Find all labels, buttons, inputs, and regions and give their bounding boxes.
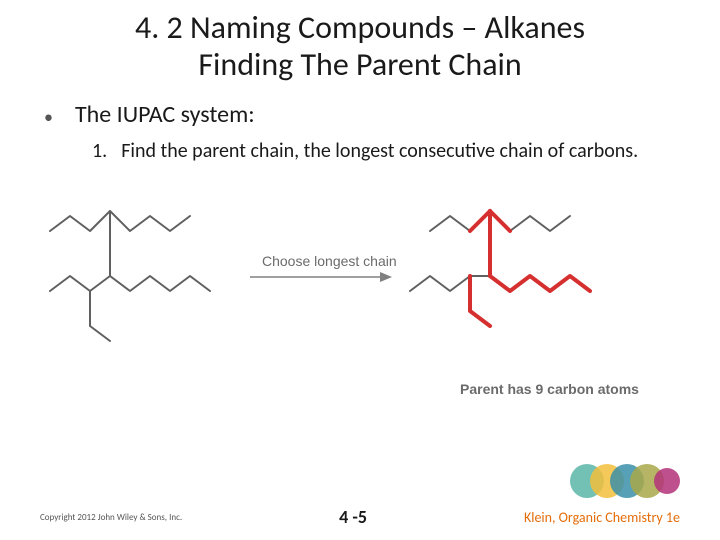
bullet-dot-icon: •: [44, 106, 53, 128]
publisher-logo: [570, 456, 680, 504]
footer: Copyright 2012 John Wiley & Sons, Inc. 4…: [0, 506, 720, 528]
slide-title: 4. 2 Naming Compounds – Alkanes Finding …: [40, 10, 680, 84]
step-number: 1.: [92, 139, 107, 163]
book-title: Klein, Organic Chemistry 1e: [524, 509, 680, 526]
diagram-caption: Parent has 9 carbon atoms: [460, 381, 639, 397]
bullet-text: The IUPAC system:: [75, 100, 255, 129]
bullet-row: • The IUPAC system:: [40, 100, 680, 129]
copyright-text: Copyright 2012 John Wiley & Sons, Inc.: [40, 512, 182, 523]
numbered-step: 1. Find the parent chain, the longest co…: [40, 139, 680, 163]
arrow-label: Choose longest chain: [262, 253, 397, 269]
page-number: 4 -5: [339, 506, 367, 528]
step-text: Find the parent chain, the longest conse…: [121, 139, 638, 163]
title-line-1: 4. 2 Naming Compounds – Alkanes: [135, 8, 585, 47]
title-line-2: Finding The Parent Chain: [198, 45, 521, 84]
chemistry-diagram: Choose longest chain Parent has 9 carbon…: [40, 181, 680, 421]
